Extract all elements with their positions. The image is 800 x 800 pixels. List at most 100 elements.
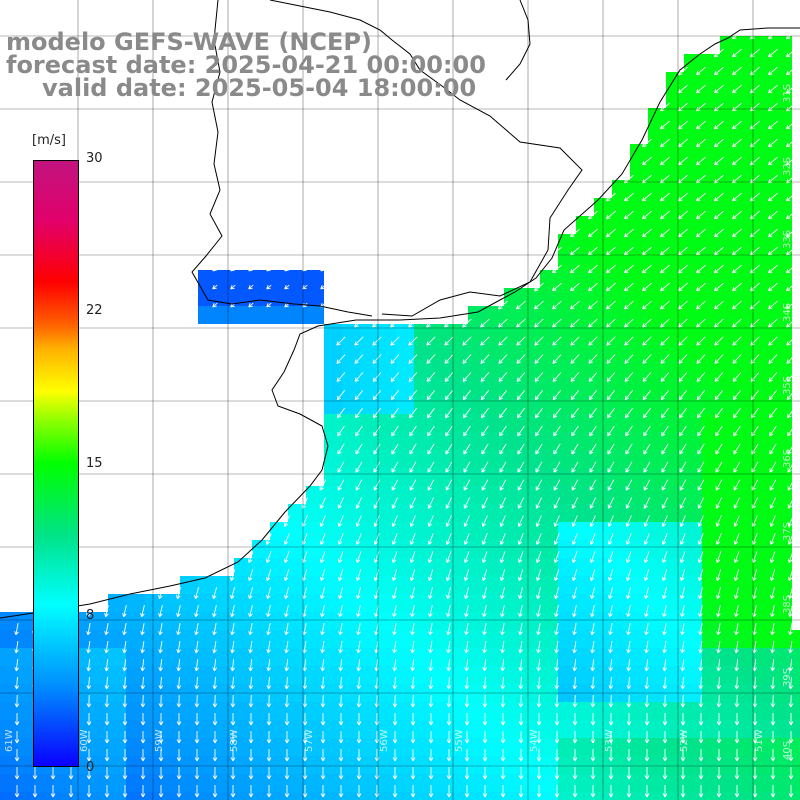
wind-cell [648, 396, 666, 414]
wind-cell [738, 756, 756, 774]
inland-border [269, 0, 583, 317]
wind-arrow [391, 479, 399, 491]
wind-arrow [337, 515, 344, 527]
wind-arrow [481, 551, 488, 563]
wind-arrow [680, 641, 685, 654]
wind-arrow [463, 569, 470, 582]
wind-arrow [625, 533, 632, 545]
wind-cell [648, 288, 666, 306]
wind-cell [720, 522, 738, 540]
wind-cell [738, 720, 756, 738]
wind-cell [396, 486, 414, 504]
wind-arrow [428, 731, 434, 744]
wind-arrow [284, 284, 290, 290]
wind-cell [270, 666, 288, 684]
wind-arrow [571, 497, 579, 509]
wind-cell [720, 162, 738, 180]
wind-cell [504, 702, 522, 720]
wind-cell [774, 756, 792, 774]
wind-cell [612, 594, 630, 612]
wind-cell [612, 270, 630, 288]
wind-arrow [698, 605, 703, 618]
wind-arrow [444, 372, 454, 382]
wind-cell [522, 432, 540, 450]
wind-arrow [659, 156, 670, 166]
wind-cell [648, 774, 666, 792]
wind-arrow [553, 569, 560, 582]
wind-cell [378, 594, 396, 612]
wind-arrow [518, 587, 523, 600]
wind-cell [576, 756, 594, 774]
wind-arrow [731, 66, 742, 76]
wind-cell [252, 306, 270, 324]
wind-cell [702, 108, 720, 126]
wind-arrow [428, 767, 434, 780]
wind-cell [504, 756, 522, 774]
wind-cell [198, 756, 216, 774]
wind-arrow [517, 497, 525, 509]
wind-cell [684, 234, 702, 252]
wind-cell [702, 738, 720, 756]
wind-arrow [373, 533, 380, 545]
wind-arrow [571, 443, 579, 455]
wind-arrow [391, 461, 399, 473]
wind-arrow [122, 623, 127, 636]
wind-arrow [428, 694, 434, 708]
wind-arrow [572, 605, 577, 618]
wind-cell [648, 450, 666, 468]
wind-arrow [554, 623, 559, 636]
wind-arrow [500, 694, 506, 708]
wind-cell [648, 180, 666, 198]
wind-arrow [553, 443, 561, 455]
wind-arrow [516, 336, 526, 346]
wind-arrow [446, 623, 451, 636]
wind-arrow [86, 658, 91, 672]
wind-cell [666, 306, 684, 324]
wind-cell [198, 270, 216, 288]
wind-cell [486, 738, 504, 756]
wind-arrow [426, 407, 435, 419]
wind-arrow [445, 551, 452, 563]
wind-arrow [104, 641, 109, 654]
wind-arrow [391, 533, 398, 545]
wind-cell [504, 738, 522, 756]
wind-arrow [767, 120, 778, 130]
wind-cell [306, 792, 324, 800]
wind-cell [720, 234, 738, 252]
wind-cell [324, 432, 342, 450]
wind-arrow [480, 407, 489, 419]
wind-arrow [230, 731, 236, 744]
wind-arrow [373, 443, 381, 455]
wind-arrow [554, 587, 559, 600]
wind-cell [540, 720, 558, 738]
wind-cell [702, 288, 720, 306]
wind-cell [432, 396, 450, 414]
wind-cell [702, 522, 720, 540]
wind-cell [486, 648, 504, 666]
colorbar-tick-15: 15 [86, 456, 103, 471]
wind-arrow [734, 623, 739, 636]
wind-arrow [536, 658, 541, 672]
wind-arrow [570, 354, 580, 364]
wind-cell [702, 342, 720, 360]
wind-arrow [464, 641, 469, 654]
wind-cell [72, 792, 90, 800]
wind-arrow [607, 443, 615, 455]
wind-arrow [158, 658, 163, 672]
wind-cell [198, 738, 216, 756]
wind-cell [540, 774, 558, 792]
wind-arrow [445, 569, 452, 582]
wind-cell [360, 486, 378, 504]
wind-cell [648, 558, 666, 576]
wind-arrow [590, 658, 595, 672]
wind-cell [702, 198, 720, 216]
wind-cell [648, 432, 666, 450]
wind-cell [702, 432, 720, 450]
wind-cell [522, 738, 540, 756]
wind-cell [738, 252, 756, 270]
wind-arrow [392, 767, 398, 780]
wind-cell [108, 756, 126, 774]
wind-cell [288, 756, 306, 774]
wind-arrow [319, 551, 326, 563]
wind-arrow [768, 336, 778, 346]
